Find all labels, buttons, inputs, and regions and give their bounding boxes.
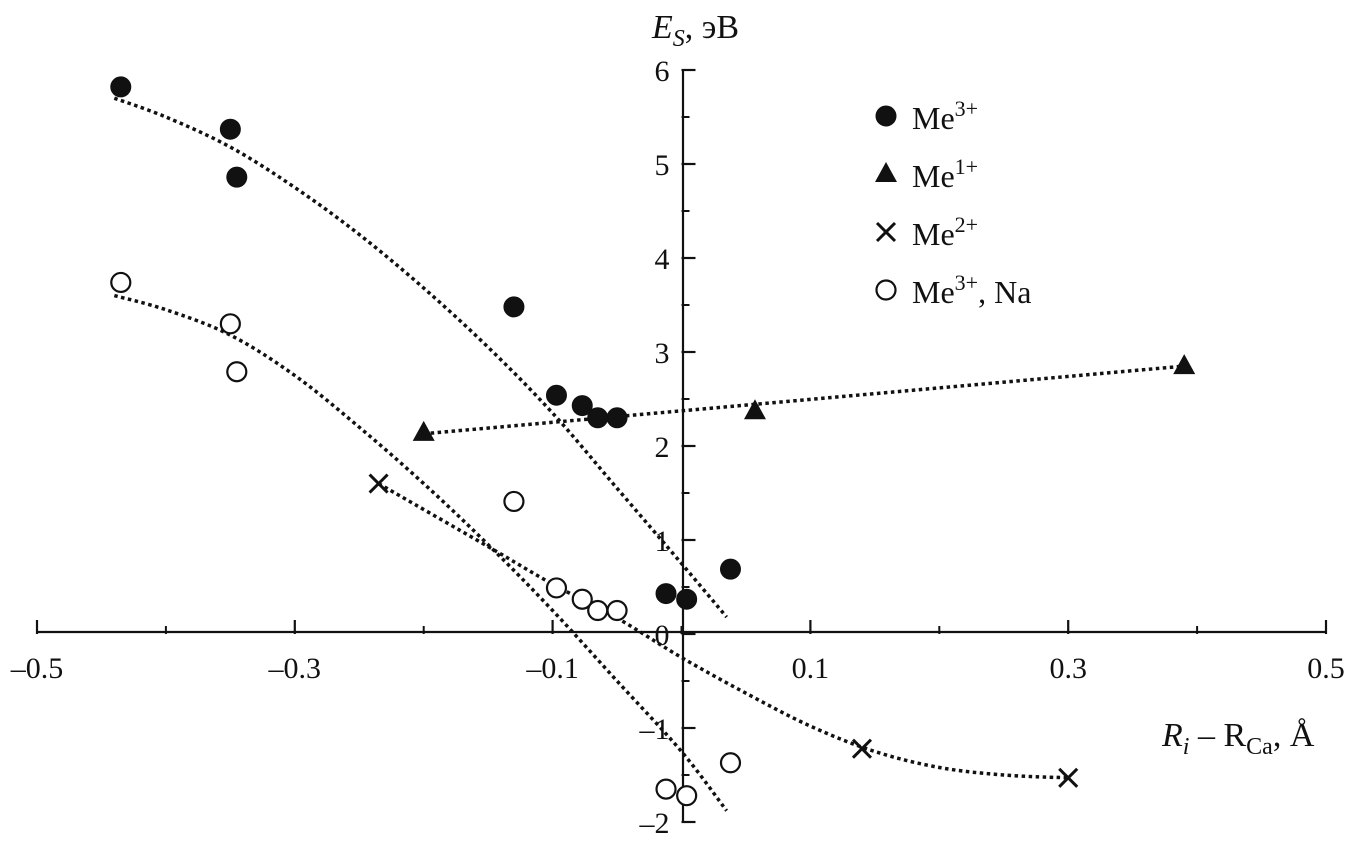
data-point-series-4 (219, 313, 241, 335)
data-point-series-1 (110, 76, 132, 98)
trend-line-series-1 (113, 96, 728, 619)
y-tick-label: 5 (655, 149, 670, 182)
data-point-series-4 (545, 577, 568, 599)
y-tick-label: –1 (639, 713, 670, 746)
data-point-series-1 (606, 407, 628, 429)
data-point-series-1 (587, 407, 609, 429)
data-point-series-4 (606, 599, 628, 622)
legend-label-series-2: Me1+ (912, 154, 978, 194)
data-point-series-4 (110, 271, 132, 294)
data-point-series-2 (412, 420, 435, 441)
y-tick-label: 0 (655, 619, 670, 652)
data-point-series-4 (226, 361, 248, 383)
trend-line-series-2 (423, 364, 1185, 436)
data-point-series-1 (719, 558, 741, 580)
legend-marker-series-4 (875, 279, 897, 301)
data-point-series-2 (743, 399, 766, 420)
y-tick-label: 3 (655, 337, 670, 370)
data-point-series-1 (676, 588, 698, 610)
y-tick-label: 1 (655, 525, 670, 558)
data-point-series-4 (571, 588, 593, 610)
y-tick-label: 6 (655, 55, 670, 88)
x-tick-label: –0.5 (10, 652, 64, 685)
data-point-series-1 (219, 118, 241, 140)
axis-ticks: –0.5 –0.3 –0.1 0.1 0.3 0.5 –2 –1 0 1 2 3 4 5 6 (10, 55, 1345, 840)
data-point-series-1 (545, 384, 567, 406)
y-tick-label: 2 (655, 431, 670, 464)
data-point-series-1 (226, 166, 248, 188)
legend-marker-series-1 (875, 105, 897, 127)
data-point-series-3 (851, 738, 873, 759)
data-point-series-4 (676, 785, 698, 807)
x-tick-label: 0.1 (792, 652, 830, 685)
x-tick-label: 0.3 (1049, 652, 1087, 685)
legend-label-series-3: Me2+ (912, 212, 978, 252)
trend-lines (113, 96, 1185, 812)
data-point-series-1 (655, 583, 677, 605)
x-axis-title: Ri – RCa, Å (1161, 717, 1315, 760)
data-points (110, 76, 1196, 807)
y-axis-title: ES, эВ (651, 9, 739, 52)
data-point-series-1 (503, 296, 525, 318)
y-tick-label: –2 (639, 807, 670, 840)
data-point-series-3 (368, 473, 389, 494)
data-point-series-1 (571, 395, 593, 417)
data-point-series-4 (503, 490, 525, 513)
x-tick-label: –0.3 (268, 652, 322, 685)
data-point-series-2 (1173, 354, 1196, 375)
legend: Me3+ Me1+ Me2+ Me3+, Na (875, 96, 1031, 310)
data-point-series-4 (655, 778, 677, 800)
trend-line-series-3 (377, 482, 1069, 780)
x-tick-label: –0.1 (525, 652, 579, 685)
data-point-series-4 (587, 599, 609, 622)
trend-line-series-4 (113, 293, 729, 812)
data-point-series-4 (719, 752, 742, 774)
legend-label-series-1: Me3+ (912, 96, 978, 136)
y-tick-label: 4 (655, 243, 670, 276)
x-tick-label: 0.5 (1307, 652, 1345, 685)
data-point-series-3 (1058, 767, 1079, 788)
legend-marker-series-3 (875, 221, 897, 243)
legend-label-series-4: Me3+, Na (912, 270, 1031, 310)
legend-marker-series-2 (875, 162, 897, 182)
